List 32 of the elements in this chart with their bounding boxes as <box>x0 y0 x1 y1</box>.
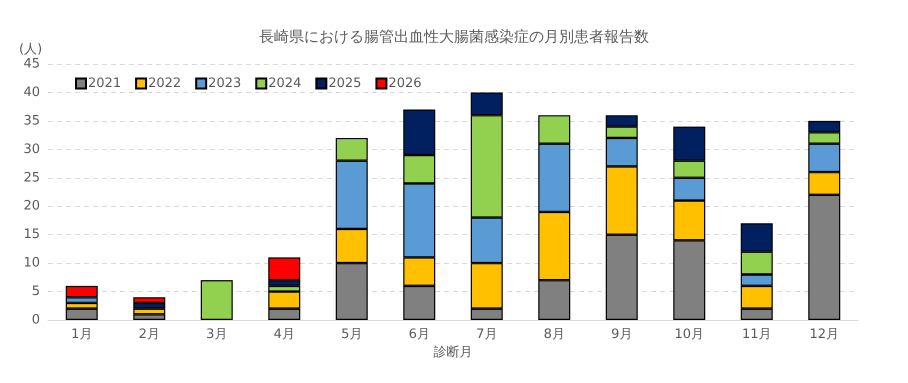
legend-label: 2021 <box>88 76 122 91</box>
x-axis-title: 診断月 <box>434 345 472 360</box>
y-tick-label: 5 <box>32 284 40 300</box>
x-tick-label: 12月 <box>809 327 840 342</box>
y-tick-label: 10 <box>23 256 40 271</box>
y-tick-label: 35 <box>23 113 40 128</box>
y-tick-label: 45 <box>23 56 40 72</box>
legend-label: 2023 <box>208 76 242 91</box>
y-axis-title: (人) <box>19 42 42 57</box>
x-tick-label: 5月 <box>341 327 362 342</box>
chart-title: 長崎県における腸管出血性大腸菌感染症の月別患者報告数 <box>259 28 649 46</box>
y-tick-label: 25 <box>23 170 40 186</box>
y-tick-label: 15 <box>23 227 40 242</box>
y-tick-label: 0 <box>32 312 40 328</box>
bar <box>200 280 233 320</box>
x-tick-label: 1月 <box>71 327 92 342</box>
legend-label: 2025 <box>328 76 362 91</box>
x-tick-label: 6月 <box>408 327 430 342</box>
x-tick-label: 9月 <box>611 327 632 342</box>
x-tick-label: 7月 <box>476 327 498 342</box>
x-tick-label: 3月 <box>206 327 228 342</box>
x-tick-label: 2月 <box>138 327 160 342</box>
x-tick-label: 10月 <box>674 327 704 342</box>
x-tick-label: 8月 <box>544 327 565 342</box>
y-tick-label: 40 <box>23 84 40 100</box>
legend-label: 2024 <box>268 76 302 91</box>
y-tick-label: 20 <box>23 198 40 214</box>
y-tick-label: 30 <box>23 142 40 157</box>
x-tick-label: 11月 <box>742 327 772 342</box>
x-tick-label: 4月 <box>274 327 295 342</box>
legend-label: 2026 <box>388 76 422 91</box>
legend-label: 2022 <box>148 76 182 91</box>
